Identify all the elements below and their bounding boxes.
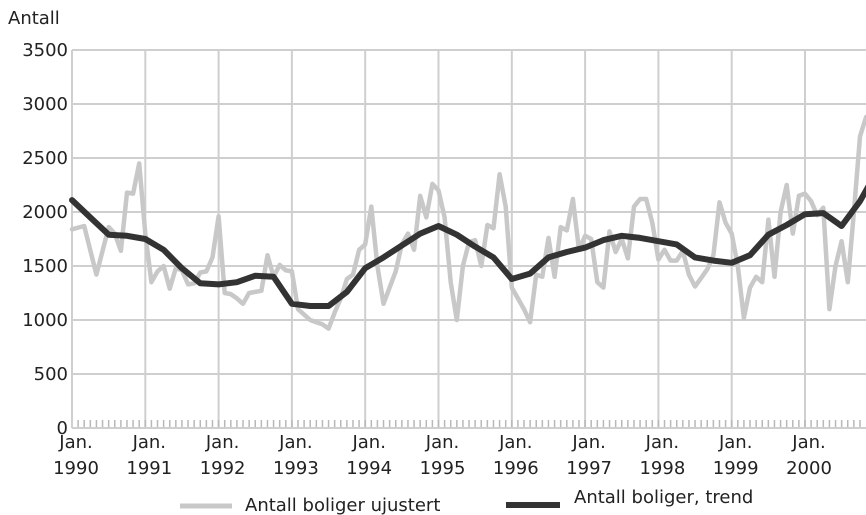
x-tick-label-year: 1996: [493, 458, 539, 479]
x-minor-ticks: [71, 420, 861, 428]
y-axis-label: Antall: [8, 8, 60, 29]
x-tick-label-year: 1995: [420, 458, 466, 479]
y-tick-label: 3500: [22, 40, 68, 61]
grid: [72, 49, 866, 428]
y-tick-label: 1000: [22, 310, 68, 331]
x-tick-label-year: 1994: [346, 458, 392, 479]
x-tick-label-month: Jan.: [278, 432, 312, 453]
x-tick-label-year: 1991: [126, 458, 172, 479]
x-tick-label-year: 2000: [786, 458, 832, 479]
legend-label-trend: Antall boliger, trend: [574, 487, 753, 508]
x-tick-label-year: 1992: [200, 458, 246, 479]
x-tick-label-month: Jan.: [791, 432, 825, 453]
y-tick-label: 1500: [22, 256, 68, 277]
series-line-trend: [69, 184, 866, 309]
x-tick-label-month: Jan.: [351, 432, 385, 453]
series-line-ujustert: [69, 114, 866, 331]
x-tick-label-month: Jan.: [645, 432, 679, 453]
series-lines: [69, 114, 866, 331]
y-tick-labels: 0 500 1000 1500 2000 2500 3000 3500: [22, 40, 68, 439]
y-tick-label: 2500: [22, 148, 68, 169]
x-tick-label-year: 1997: [566, 458, 612, 479]
x-tick-label-month: Jan.: [571, 432, 605, 453]
legend-label-ujustert: Antall boliger ujustert: [245, 495, 440, 515]
x-tick-label-month: Jan.: [718, 432, 752, 453]
x-tick-label-month: Jan.: [132, 432, 166, 453]
x-tick-label-month: Jan.: [205, 432, 239, 453]
x-tick-label-year: 1993: [273, 458, 319, 479]
y-tick-label: 3000: [22, 94, 68, 115]
x-tick-label-year: 1990: [53, 458, 99, 479]
x-tick-label-year: 1998: [639, 458, 685, 479]
x-tick-label-month: Jan.: [425, 432, 459, 453]
y-tick-label: 500: [34, 364, 68, 385]
x-tick-label-month: Jan.: [58, 432, 92, 453]
x-tick-labels: Jan. 1990 Jan. 1991 Jan. 1992 Jan. 1993 Jan. 1994…: [53, 432, 832, 479]
legend: Antall boliger ujustert Antall boliger, t…: [180, 487, 753, 515]
x-tick-label-year: 1999: [713, 458, 759, 479]
y-tick-label: 0: [57, 418, 68, 439]
x-tick-label-month: Jan.: [498, 432, 532, 453]
axes: [71, 50, 866, 429]
y-tick-label: 2000: [22, 202, 68, 223]
